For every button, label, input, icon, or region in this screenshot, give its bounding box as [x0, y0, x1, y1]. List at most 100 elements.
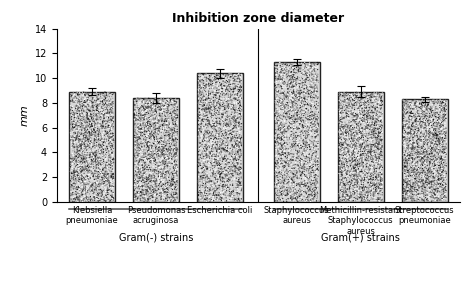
Point	[412, 116, 420, 121]
Point	[354, 140, 362, 145]
Point	[80, 166, 87, 170]
Point	[197, 90, 204, 94]
Point	[407, 113, 414, 118]
Point	[438, 166, 445, 171]
Point	[197, 144, 204, 148]
Point	[354, 164, 361, 169]
Point	[372, 155, 380, 160]
Point	[337, 151, 345, 156]
Point	[68, 166, 76, 170]
Point	[292, 139, 300, 143]
Point	[228, 172, 236, 177]
Point	[81, 166, 89, 170]
Point	[360, 177, 368, 181]
Point	[96, 101, 103, 105]
Point	[155, 118, 162, 122]
Point	[415, 137, 422, 141]
Point	[273, 71, 281, 76]
Point	[210, 85, 218, 90]
Point	[378, 144, 386, 148]
Point	[88, 186, 96, 191]
Point	[220, 146, 228, 151]
Point	[403, 158, 411, 163]
Point	[213, 75, 220, 80]
Point	[438, 136, 446, 140]
Point	[70, 174, 77, 178]
Point	[161, 123, 169, 127]
Point	[288, 85, 295, 90]
Point	[97, 94, 104, 98]
Point	[72, 174, 80, 179]
Point	[309, 196, 316, 200]
Point	[296, 173, 304, 177]
Point	[76, 90, 84, 95]
Point	[303, 175, 310, 179]
Point	[94, 97, 101, 102]
Point	[135, 185, 143, 190]
Point	[293, 110, 301, 115]
Point	[426, 179, 434, 184]
Point	[82, 123, 89, 128]
Point	[362, 162, 370, 167]
Point	[439, 177, 447, 182]
Point	[337, 136, 345, 140]
Point	[336, 144, 343, 148]
Point	[76, 153, 84, 157]
Point	[416, 183, 424, 187]
Point	[205, 91, 212, 96]
Point	[280, 189, 287, 193]
Point	[404, 182, 412, 187]
Point	[432, 145, 440, 149]
Point	[196, 152, 204, 157]
Point	[273, 77, 280, 82]
Point	[365, 175, 373, 179]
Point	[87, 150, 95, 155]
Point	[401, 164, 409, 168]
Point	[375, 162, 383, 167]
Point	[105, 118, 112, 123]
Point	[81, 138, 89, 143]
Point	[207, 72, 214, 77]
Point	[132, 163, 140, 167]
Point	[237, 143, 245, 147]
Point	[281, 177, 289, 181]
Point	[301, 95, 309, 99]
Point	[422, 152, 429, 157]
Point	[106, 184, 113, 189]
Point	[233, 181, 241, 186]
Point	[283, 181, 290, 186]
Point	[279, 177, 287, 181]
Point	[296, 124, 303, 129]
Point	[85, 99, 92, 104]
Point	[216, 161, 223, 165]
Point	[100, 146, 107, 150]
Point	[84, 102, 92, 107]
Point	[314, 133, 322, 138]
Point	[234, 186, 241, 191]
Point	[312, 195, 320, 199]
Point	[358, 153, 366, 157]
Point	[164, 175, 172, 180]
Point	[195, 87, 203, 92]
Point	[273, 92, 281, 97]
Point	[377, 153, 384, 158]
Point	[349, 128, 357, 132]
Point	[221, 106, 228, 111]
Point	[375, 133, 383, 138]
Point	[82, 175, 90, 179]
Point	[172, 113, 180, 118]
Point	[173, 191, 181, 196]
Point	[232, 86, 239, 90]
Point	[341, 182, 348, 187]
Point	[153, 159, 160, 163]
Point	[285, 73, 292, 78]
Point	[213, 116, 220, 121]
Point	[336, 177, 344, 182]
Point	[141, 126, 148, 130]
Point	[223, 101, 231, 106]
Point	[348, 199, 356, 203]
Point	[341, 198, 348, 202]
Point	[108, 169, 116, 174]
Point	[139, 129, 147, 134]
Point	[429, 97, 437, 102]
